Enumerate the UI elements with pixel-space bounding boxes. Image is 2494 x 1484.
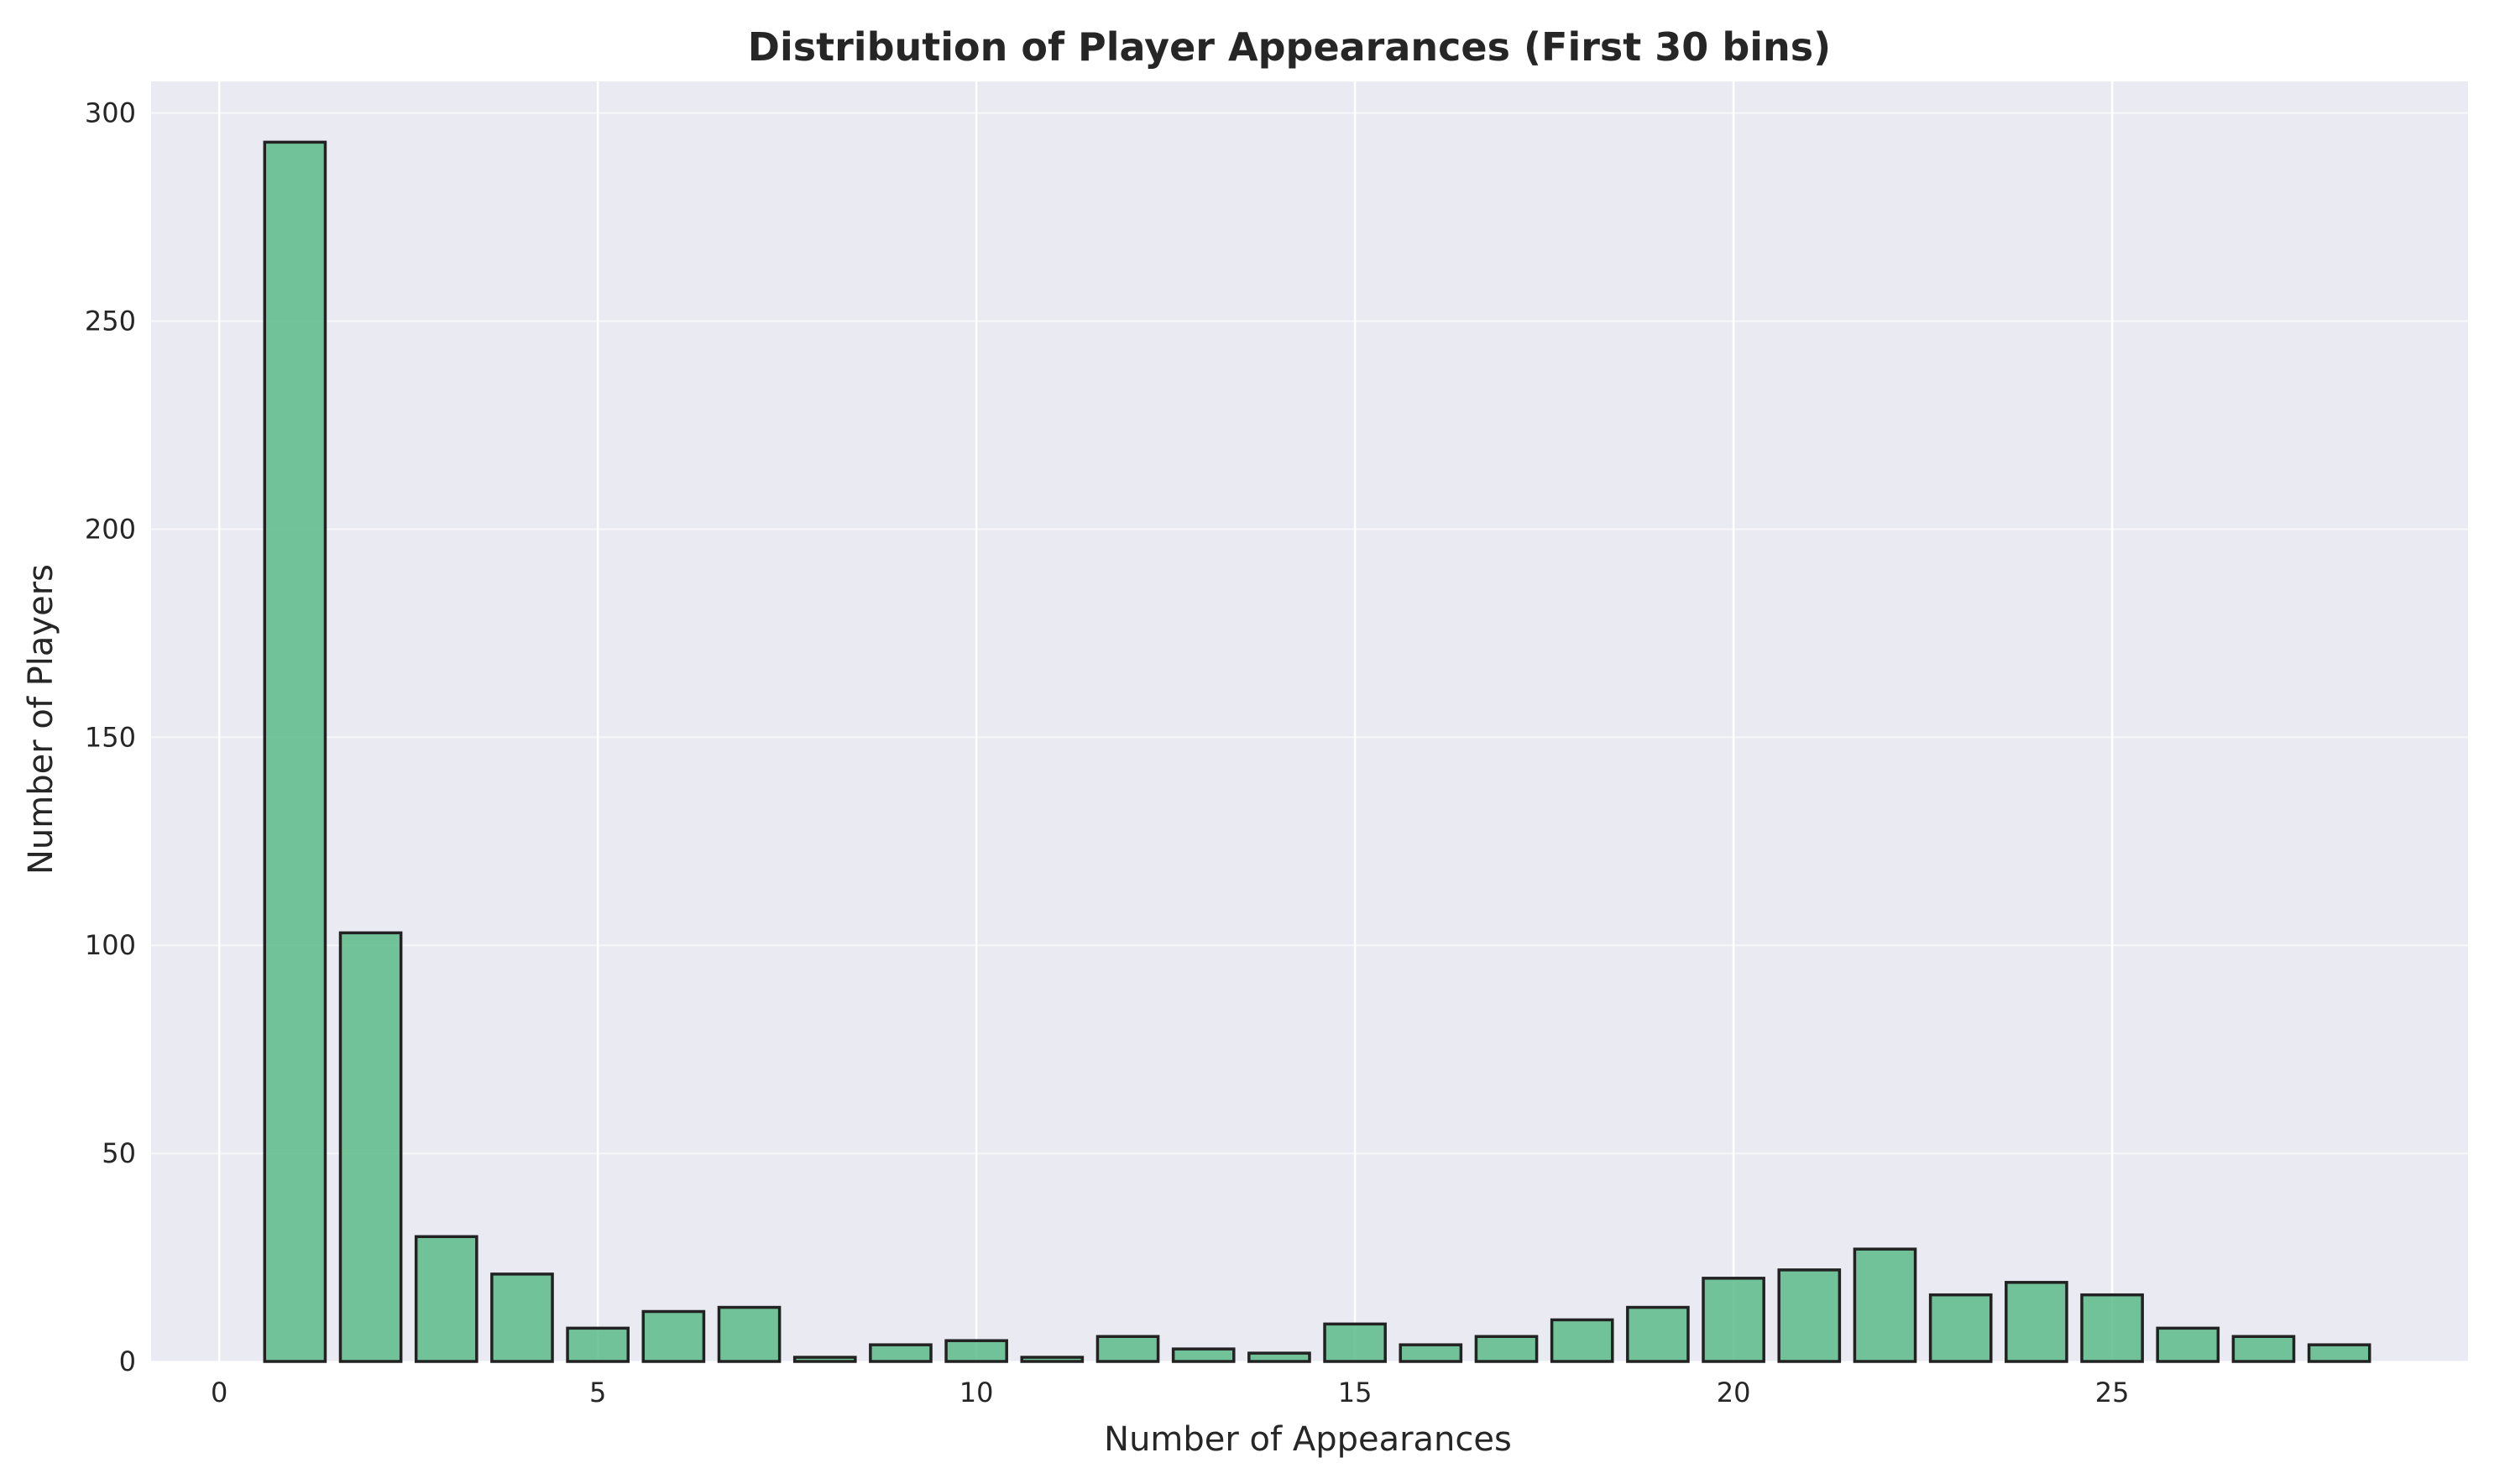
bar-4 xyxy=(490,1272,554,1363)
y-tick-label: 250 xyxy=(85,306,136,337)
bar-2 xyxy=(338,931,403,1363)
bar-1 xyxy=(263,140,327,1363)
bar-12 xyxy=(1095,1335,1160,1363)
bar-24 xyxy=(2005,1281,2068,1363)
bar-27 xyxy=(2231,1335,2296,1363)
bar-20 xyxy=(1702,1277,1765,1363)
bar-25 xyxy=(2080,1293,2144,1363)
bar-19 xyxy=(1626,1305,1690,1363)
bar-16 xyxy=(1399,1343,1463,1363)
bars xyxy=(263,140,2371,1363)
bar-22 xyxy=(1853,1247,1917,1363)
bar-26 xyxy=(2156,1326,2220,1363)
y-tick-label: 100 xyxy=(85,929,136,961)
grid-lines xyxy=(151,81,2468,1362)
x-tick-label: 15 xyxy=(1338,1377,1372,1408)
x-tick-label: 25 xyxy=(2095,1377,2130,1408)
x-tick-label: 20 xyxy=(1717,1377,1751,1408)
y-tick-label: 300 xyxy=(85,97,136,129)
x-axis-label: Number of Appearances xyxy=(1104,1420,1512,1459)
tick-labels: 0 50 100 150 200 250 300 0 5 10 15 20 25 xyxy=(85,97,2130,1408)
bar-17 xyxy=(1474,1335,1539,1363)
plot-area xyxy=(151,81,2468,1361)
y-tick-label: 200 xyxy=(85,513,136,545)
bar-14 xyxy=(1247,1351,1311,1363)
y-axis-label: Number of Players xyxy=(22,564,60,875)
bar-7 xyxy=(717,1305,782,1363)
bar-15 xyxy=(1323,1322,1387,1363)
bar-10 xyxy=(944,1339,1008,1363)
x-tick-label: 0 xyxy=(211,1377,227,1408)
y-tick-label: 50 xyxy=(102,1137,136,1169)
bar-5 xyxy=(566,1326,630,1363)
bar-18 xyxy=(1550,1318,1614,1363)
y-tick-label: 0 xyxy=(119,1346,136,1377)
bar-21 xyxy=(1777,1268,1842,1363)
bar-28 xyxy=(2307,1343,2371,1363)
bar-6 xyxy=(641,1309,706,1363)
bar-8 xyxy=(792,1356,857,1363)
x-tick-label: 10 xyxy=(959,1377,994,1408)
chart-title: Distribution of Player Appearances (Firs… xyxy=(748,24,1831,70)
bar-13 xyxy=(1171,1347,1236,1363)
x-tick-label: 5 xyxy=(589,1377,606,1408)
bar-9 xyxy=(869,1343,933,1363)
y-tick-label: 150 xyxy=(85,721,136,753)
bar-23 xyxy=(1928,1293,1993,1363)
bar-11 xyxy=(1020,1356,1085,1363)
bar-3 xyxy=(414,1235,478,1363)
